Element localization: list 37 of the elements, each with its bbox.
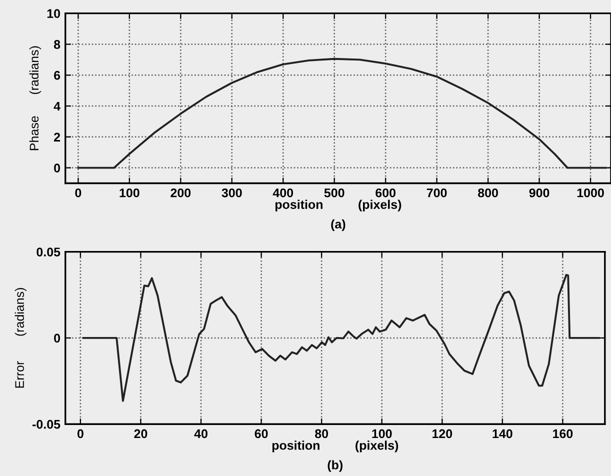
line-series [77, 58, 607, 169]
x-tick-label: 200 [170, 188, 191, 198]
x-tick-label: 120 [432, 429, 452, 438]
x-tick-label: 700 [426, 188, 447, 198]
x-tick-label: 600 [376, 188, 396, 198]
line-series [82, 274, 600, 402]
x-tick-label: 300 [222, 188, 242, 198]
x-tick-label: 20 [134, 429, 148, 438]
y-tick-label: 0.05 [36, 248, 60, 256]
x-tick-label: 0 [77, 429, 84, 438]
y-tick-label: 8 [54, 40, 60, 49]
y-axis-title: Phase (radians) [29, 46, 42, 150]
y-tick-label: 6 [54, 70, 60, 80]
y-axis-title: Error (radians) [14, 288, 26, 388]
x-tick-label: 100 [372, 429, 392, 438]
x-tick-label: 0 [75, 188, 82, 198]
x-tick-label: 60 [254, 429, 268, 438]
y-tick-label: 2 [54, 132, 60, 142]
y-tick-label: 0 [54, 164, 60, 172]
x-axis-title: position (pixels) [275, 200, 402, 212]
x-tick-label: 900 [529, 188, 550, 198]
x-tick-label: 40 [194, 429, 208, 438]
x-tick-label: 160 [553, 429, 573, 438]
x-tick-label: 140 [492, 429, 512, 438]
x-tick-label: 100 [120, 188, 140, 198]
text: (a) [331, 219, 346, 232]
y-tick-label: 10 [47, 9, 60, 18]
x-tick-label: 1000 [577, 188, 604, 198]
y-tick-label: 4 [54, 102, 60, 111]
x-tick-label: 800 [478, 188, 498, 198]
x-tick-label: 500 [324, 188, 344, 198]
x-axis-title: position (pixels) [272, 440, 398, 452]
x-tick-label: 400 [272, 188, 294, 198]
text: (b) [328, 460, 342, 472]
y-tick-label: -0.05 [32, 420, 60, 429]
y-tick-label: 0 [54, 334, 60, 343]
x-tick-label: 80 [315, 429, 328, 438]
